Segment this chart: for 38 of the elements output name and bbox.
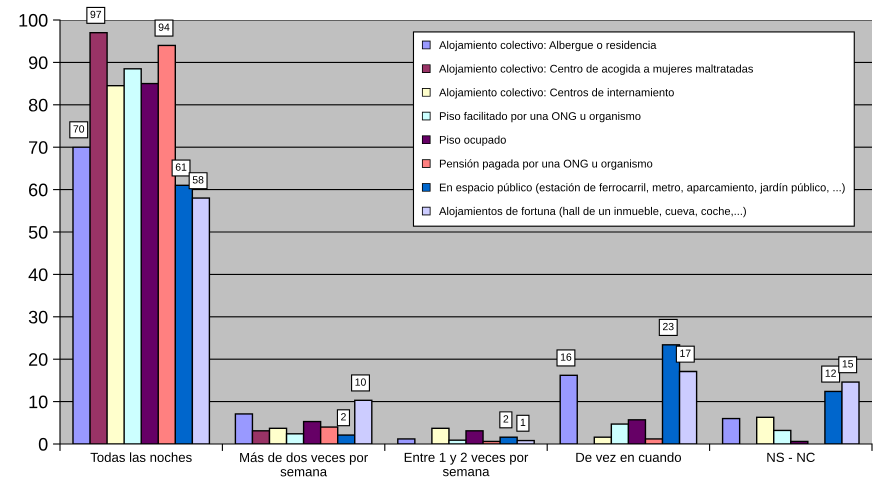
data-label: 70 — [73, 125, 84, 133]
data-label: 16 — [560, 353, 572, 361]
x-tick-label: De vez en cuando — [576, 452, 682, 462]
legend-label: Alojamiento colectivo: Albergue o residencia — [439, 40, 656, 52]
data-label: 15 — [842, 360, 854, 368]
data-label: 2 — [341, 413, 346, 420]
y-tick-label: 30 — [28, 310, 48, 324]
legend-label: En espacio público (estación de ferrocarril, metro, aparcamiento, jardín público, ...) — [440, 183, 845, 194]
x-tick-label: Todas las noches — [90, 452, 192, 462]
data-label: 94 — [158, 24, 170, 31]
legend-label: Alojamiento colectivo: Centro de acogida a mujeres maltratadas — [439, 64, 753, 75]
y-tick-label: 70 — [29, 141, 48, 154]
data-label: 58 — [192, 176, 204, 184]
legend-label: Alojamiento colectivo: Centros de internamiento — [439, 88, 674, 99]
y-tick-label: 10 — [29, 396, 48, 408]
y-tick-label: 20 — [29, 353, 48, 366]
legend-label: Piso ocupado — [440, 136, 506, 146]
data-label: 12 — [826, 369, 836, 377]
data-label: 97 — [90, 10, 102, 18]
y-tick-label: 0 — [38, 438, 48, 451]
x-tick-label: Entre 1 y 2 veces por semana — [404, 452, 528, 476]
y-tick-label: 90 — [28, 56, 48, 70]
data-label: 17 — [680, 350, 691, 357]
legend-label: Pensión pagada por una ONG u organismo — [440, 159, 652, 170]
data-label: 61 — [176, 163, 186, 171]
data-label: 23 — [662, 322, 674, 330]
y-tick-label: 50 — [28, 226, 48, 239]
x-tick-label: NS - NC — [767, 452, 815, 462]
data-label: 10 — [356, 378, 366, 386]
x-tick-label: Más de dos veces por semana — [240, 452, 368, 476]
data-label: 2 — [503, 415, 508, 423]
y-tick-label: 100 — [19, 14, 48, 27]
y-tick-label: 40 — [28, 268, 48, 282]
y-tick-label: 60 — [29, 184, 48, 196]
legend-label: Alojamientos de fortuna (hall de un inmueble, cueva, coche,...) — [439, 206, 746, 218]
y-tick-label: 80 — [28, 98, 48, 112]
data-label: 1 — [520, 418, 526, 426]
legend-label: Piso facilitado por una ONG u organismo — [440, 112, 641, 122]
